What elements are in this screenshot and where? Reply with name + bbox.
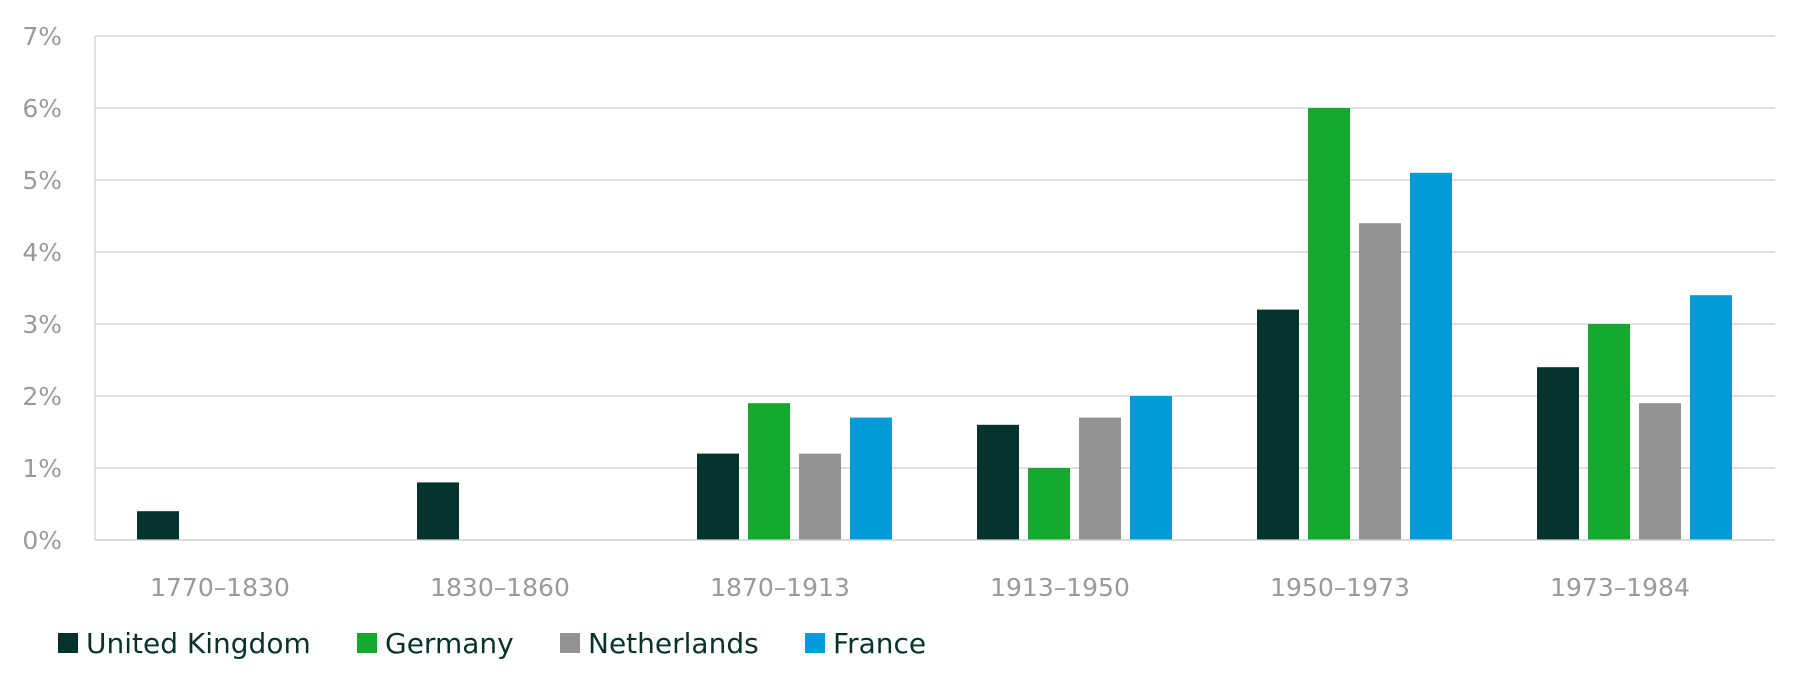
legend-label-united-kingdom: United Kingdom	[86, 627, 311, 660]
bar-france-4	[1410, 172, 1452, 541]
bar-united-kingdom-3	[977, 424, 1019, 540]
bar-united-kingdom-4	[1257, 309, 1299, 540]
x-axis: 1770–1830 1830–1860 1870–1913 1913–1950 1950…	[95, 539, 1775, 602]
x-tick-label: 1830–1860	[430, 573, 570, 602]
y-tick-label: 2%	[22, 382, 62, 411]
bar-netherlands-2	[799, 453, 841, 540]
bar-france-3	[1130, 396, 1172, 540]
y-tick-label: 6%	[22, 94, 62, 123]
bar-netherlands-5	[1639, 403, 1681, 540]
legend: United Kingdom Germany Netherlands France	[58, 627, 926, 660]
legend-swatch-united-kingdom	[58, 633, 78, 653]
y-tick-label: 5%	[22, 166, 62, 195]
gridlines	[95, 35, 1775, 541]
y-tick-label: 4%	[22, 238, 62, 267]
bar-united-kingdom-0	[137, 511, 179, 540]
x-tick-label: 1913–1950	[990, 573, 1130, 602]
bar-france-5	[1690, 295, 1732, 540]
x-tick-label: 1950–1973	[1270, 573, 1410, 602]
bar-united-kingdom-5	[1537, 367, 1579, 540]
y-tick-label: 7%	[22, 22, 62, 51]
x-tick-label: 1973–1984	[1550, 573, 1690, 602]
x-tick-label: 1770–1830	[150, 573, 290, 602]
bar-netherlands-4	[1359, 223, 1401, 540]
legend-label-germany: Germany	[385, 627, 514, 660]
bar-germany-3	[1028, 468, 1070, 540]
legend-swatch-france	[805, 633, 825, 653]
bar-united-kingdom-1	[417, 482, 459, 540]
bar-germany-5	[1588, 324, 1630, 540]
bar-united-kingdom-2	[697, 453, 739, 540]
legend-label-netherlands: Netherlands	[588, 627, 759, 660]
bar-france-2	[850, 417, 892, 540]
legend-swatch-germany	[357, 633, 377, 653]
y-tick-label: 0%	[22, 526, 62, 555]
bar-netherlands-3	[1079, 417, 1121, 540]
y-axis: 0% 1% 2% 3% 4% 5% 6% 7%	[22, 22, 96, 555]
legend-label-france: France	[833, 627, 926, 660]
legend-swatch-netherlands	[560, 633, 580, 653]
y-tick-label: 3%	[22, 310, 62, 339]
y-tick-label: 1%	[22, 454, 62, 483]
bars	[137, 108, 1732, 541]
x-tick-label: 1870–1913	[710, 573, 850, 602]
bar-germany-2	[748, 403, 790, 540]
bar-germany-4	[1308, 108, 1350, 540]
